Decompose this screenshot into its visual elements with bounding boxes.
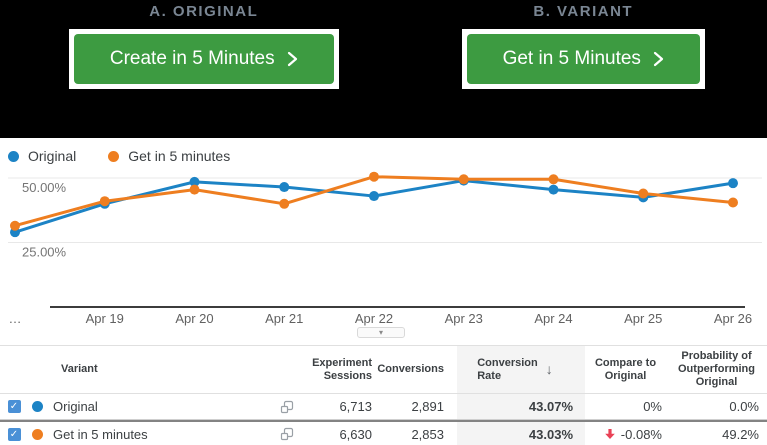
column-header-experiment-sessions[interactable]: Experiment Sessions: [312, 356, 372, 382]
variant-cell: Get in 5 minutes: [28, 422, 300, 445]
column-header-compare-to-original[interactable]: Compare to Original: [594, 356, 657, 382]
checkbox-cell: ✓: [0, 422, 28, 445]
svg-text:50.00%: 50.00%: [22, 180, 67, 195]
preview-variant-icon[interactable]: [280, 400, 294, 414]
table-row-variant: ✓ Get in 5 minutes 6,630 2,853 43.03% -0…: [0, 422, 767, 445]
hero-original: A. ORIGINAL Create in 5 Minutes: [0, 0, 384, 138]
conversion-rate-chart-section: Original Get in 5 minutes 50.00% 25.00% … A…: [0, 138, 767, 345]
compare-value: 0%: [643, 399, 662, 414]
sessions-value: 6,630: [339, 426, 372, 442]
compare-cell: -0.08%: [585, 422, 670, 445]
baseline-separator: [0, 419, 767, 422]
table-header-row: Variant Experiment Sessions Conversions …: [0, 346, 767, 394]
probability-value: 0.0%: [729, 399, 759, 414]
conversion-rate-value: 43.03%: [457, 422, 585, 445]
legend-item-variant: Get in 5 minutes: [108, 148, 230, 164]
decrease-down-arrow-icon: [604, 429, 615, 439]
chevron-right-icon: [653, 51, 664, 67]
hero-banner: A. ORIGINAL Create in 5 Minutes B. VARIA…: [0, 0, 767, 138]
svg-text:Apr 21: Apr 21: [265, 311, 303, 326]
original-row-checkbox[interactable]: ✓: [7, 400, 21, 413]
conversion-chart: 50.00% 25.00% … Apr 19 Apr 20 Apr 21 Apr 22 Apr…: [8, 171, 762, 326]
variant-name: Original: [53, 399, 98, 414]
variant-dot: [32, 428, 43, 440]
conversions-value: 2,853: [411, 426, 444, 442]
dropdown-arrow-icon: ▾: [378, 327, 383, 337]
variant-dot: [32, 401, 43, 412]
compare-value: -0.08%: [620, 426, 662, 442]
preview-variant-icon[interactable]: [280, 427, 294, 441]
svg-text:Apr 25: Apr 25: [624, 311, 662, 326]
svg-text:25.00%: 25.00%: [22, 245, 67, 260]
variant-card: Get in 5 Minutes: [461, 29, 705, 89]
variant-name: Get in 5 minutes: [53, 426, 148, 442]
conversions-value: 2,891: [411, 399, 444, 414]
svg-text:Apr 19: Apr 19: [86, 311, 124, 326]
hero-variant: B. VARIANT Get in 5 Minutes: [384, 0, 767, 138]
svg-text:Apr 26: Apr 26: [714, 311, 752, 326]
results-table: Variant Experiment Sessions Conversions …: [0, 345, 767, 445]
chart-legend: Original Get in 5 minutes: [8, 148, 230, 164]
svg-text:Apr 22: Apr 22: [355, 311, 393, 326]
sort-descending-icon: ↓: [545, 361, 553, 377]
conversion-rate-value: 43.07%: [457, 394, 585, 419]
checkbox-cell: ✓: [0, 394, 28, 419]
original-series-dot-icon: [8, 150, 19, 162]
variant-row-checkbox[interactable]: ✓: [7, 427, 21, 441]
conversion-rate-header-label: Conversion Rate: [477, 356, 538, 382]
get-in-5-minutes-button[interactable]: Get in 5 Minutes: [466, 34, 700, 84]
original-card: Create in 5 Minutes: [68, 29, 339, 89]
variant-cell: Original: [28, 394, 300, 419]
sessions-value: 6,713: [339, 399, 372, 414]
chart-scrollbar-thumb[interactable]: ▾: [357, 327, 405, 338]
get-button-label: Get in 5 Minutes: [502, 48, 641, 69]
create-button-label: Create in 5 Minutes: [109, 48, 275, 69]
svg-text:…: …: [9, 311, 22, 326]
header-check-spacer: [0, 346, 28, 393]
svg-text:Apr 23: Apr 23: [445, 311, 483, 326]
column-header-variant[interactable]: Variant: [61, 363, 98, 375]
column-header-conversions[interactable]: Conversions: [377, 363, 444, 375]
chevron-right-icon: [287, 51, 297, 67]
column-header-probability[interactable]: Probability of Outperforming Original: [678, 350, 755, 388]
legend-item-original: Original: [8, 148, 76, 164]
create-in-5-minutes-button[interactable]: Create in 5 Minutes: [73, 34, 334, 84]
table-row-original: ✓ Original 6,713 2,891 43.07% 0% 0.0%: [0, 394, 767, 419]
variant-series-dot-icon: [108, 150, 120, 162]
column-header-conversion-rate[interactable]: Conversion Rate ↓: [457, 346, 585, 393]
legend-label-original: Original: [28, 148, 77, 164]
variant-heading: B. VARIANT: [533, 3, 634, 20]
svg-text:Apr 24: Apr 24: [534, 311, 572, 326]
probability-value: 49.2%: [722, 426, 759, 442]
legend-label-variant: Get in 5 minutes: [128, 148, 231, 164]
svg-text:Apr 20: Apr 20: [175, 311, 213, 326]
original-heading: A. ORIGINAL: [149, 3, 259, 20]
